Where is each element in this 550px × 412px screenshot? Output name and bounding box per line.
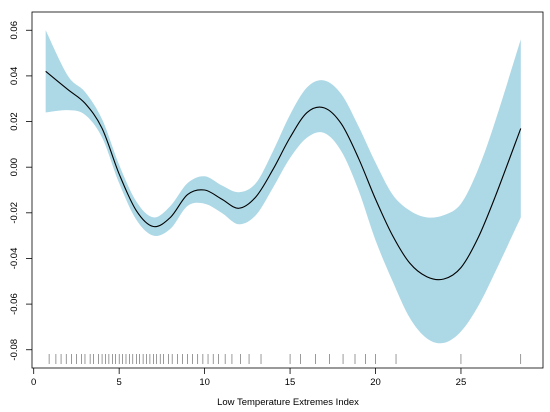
x-axis-label: Low Temperature Extremes Index — [217, 397, 359, 408]
y-tick-label: 0.00 — [9, 158, 20, 177]
x-tick-label: 5 — [117, 377, 122, 388]
y-tick-label: -0.02 — [9, 202, 20, 224]
y-tick-label: -0.06 — [9, 293, 20, 315]
y-tick-label: -0.04 — [9, 248, 20, 270]
x-tick-label: 20 — [370, 377, 381, 388]
plot-frame — [31, 11, 544, 369]
x-tick-label: 25 — [456, 377, 467, 388]
x-tick-label: 15 — [285, 377, 296, 388]
y-tick-label: 0.02 — [9, 112, 20, 130]
y-tick-label: -0.08 — [9, 339, 20, 361]
fit-line — [45, 70, 522, 281]
y-tick-label: 0.06 — [9, 21, 20, 39]
x-tick-label: 10 — [199, 377, 210, 388]
x-tick-label: 0 — [31, 377, 36, 388]
y-tick-label: 0.04 — [9, 67, 20, 86]
confidence-band — [45, 30, 521, 344]
